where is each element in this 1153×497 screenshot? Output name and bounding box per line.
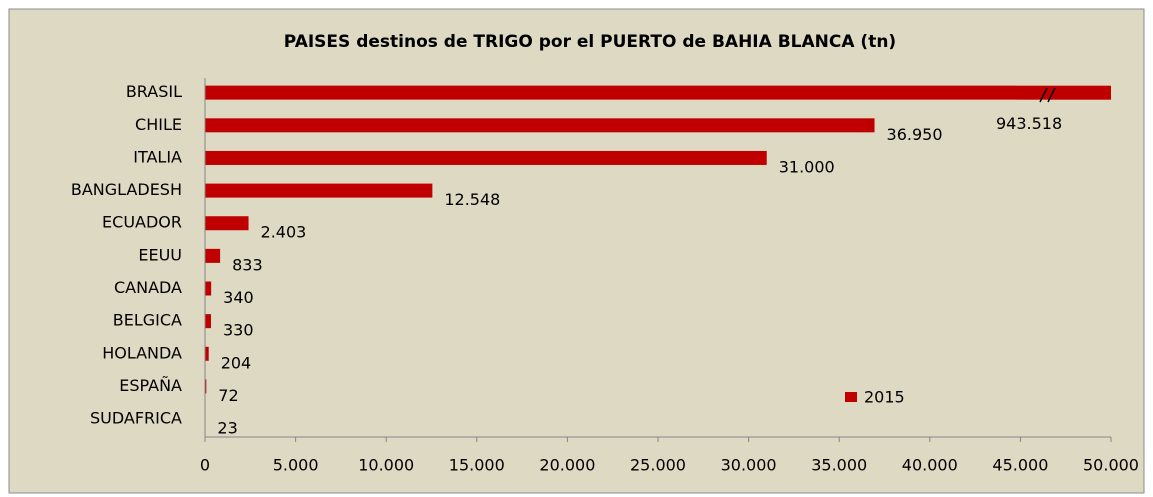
category-label: BELGICA [113, 311, 182, 330]
chart-title: PAISES destinos de TRIGO por el PUERTO d… [284, 32, 896, 52]
bar [205, 248, 221, 263]
value-label: 12.548 [444, 190, 500, 209]
x-tick-label: 0 [200, 456, 210, 475]
x-tick-label: 25.000 [630, 456, 686, 475]
value-label: 72 [218, 386, 238, 405]
bar [205, 183, 433, 198]
value-label: 833 [232, 255, 263, 274]
value-label: 2.403 [261, 223, 307, 242]
x-tick-label: 50.000 [1083, 456, 1139, 475]
category-label: CANADA [114, 278, 182, 297]
bar [205, 281, 212, 296]
bar [205, 346, 209, 361]
value-label: 204 [221, 353, 252, 372]
bar [205, 314, 211, 329]
value-label: 943.518 [996, 114, 1062, 133]
bar [205, 216, 249, 231]
legend-swatch [845, 392, 857, 402]
category-label: BANGLADESH [71, 180, 182, 199]
x-tick-label: 20.000 [539, 456, 595, 475]
category-label: ITALIA [133, 147, 182, 166]
value-label: 31.000 [779, 157, 835, 176]
category-label: ESPAÑA [119, 376, 182, 395]
bar [205, 379, 207, 394]
x-tick-label: 35.000 [811, 456, 867, 475]
value-label: 330 [223, 321, 254, 340]
value-label: 36.950 [887, 125, 943, 144]
x-tick-label: 30.000 [721, 456, 777, 475]
bar [205, 85, 1111, 100]
category-label: HOLANDA [102, 343, 182, 362]
value-label: 23 [217, 419, 237, 438]
legend-label: 2015 [864, 388, 905, 407]
x-tick-label: 40.000 [902, 456, 958, 475]
x-tick-label: 5.000 [273, 456, 319, 475]
category-label: BRASIL [126, 82, 182, 101]
value-label: 340 [223, 288, 254, 307]
category-label: EEUU [138, 245, 182, 264]
category-label: SUDAFRICA [90, 409, 182, 428]
x-tick-label: 10.000 [358, 456, 414, 475]
x-tick-label: 45.000 [992, 456, 1048, 475]
x-tick-label: 15.000 [449, 456, 505, 475]
bar [205, 150, 767, 165]
category-label: CHILE [135, 115, 182, 134]
bar [205, 118, 875, 133]
plot-area [205, 85, 1111, 427]
axis-break [1039, 87, 1056, 103]
category-label: ECUADOR [102, 213, 182, 232]
